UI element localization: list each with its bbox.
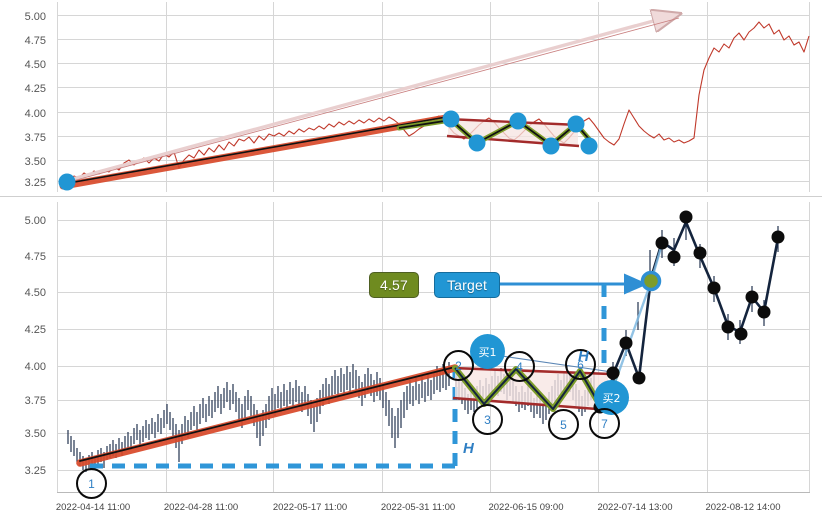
y-tick-upper-6: 3.50: [24, 156, 46, 168]
x-tick-5: 2022-07-14 13:00: [597, 502, 673, 513]
y-tick-lower-3: 4.25: [24, 324, 46, 336]
pivot-label-7[interactable]: 7: [589, 408, 620, 439]
y-tick-lower-2: 4.50: [24, 287, 46, 299]
target-value-badge: 4.57: [369, 272, 419, 298]
upper-gridlines: [57, 2, 810, 192]
y-tick-lower-4: 4.00: [24, 361, 46, 373]
pivot-dot-5: [542, 137, 560, 155]
buy-signal-1[interactable]: 买1: [470, 334, 505, 369]
pivot-label-6[interactable]: 6: [565, 349, 596, 380]
pivot-dot-6: [567, 115, 585, 133]
pivot-dot-1: [58, 173, 76, 191]
x-tick-6: 2022-08-12 14:00: [705, 502, 781, 513]
measure-h-upper: H: [578, 348, 589, 365]
pivot-dot-7: [580, 137, 598, 155]
y-tick-upper-0: 5.00: [24, 11, 46, 23]
y-tick-upper-5: 3.75: [24, 132, 46, 144]
pivot-label-3[interactable]: 3: [472, 404, 503, 435]
y-tick-upper-1: 4.75: [24, 35, 46, 47]
y-tick-upper-4: 4.00: [24, 108, 46, 120]
y-tick-upper-2: 4.50: [24, 59, 46, 71]
target-projection: [500, 270, 662, 372]
lower-trend-line: [76, 364, 459, 467]
x-tick-1: 2022-04-28 11:00: [163, 502, 239, 513]
y-tick-lower-5: 3.75: [24, 395, 46, 407]
y-tick-upper-3: 4.25: [24, 83, 46, 95]
x-tick-0: 2022-04-14 11:00: [55, 502, 131, 513]
pivot-dot-3: [468, 134, 486, 152]
pivot-dot-2: [442, 110, 460, 128]
pivot-label-2[interactable]: 2: [443, 350, 474, 381]
pivot-label-4[interactable]: 4: [504, 351, 535, 382]
upper-pivot-dots: [58, 110, 598, 191]
target-button[interactable]: Target: [434, 272, 500, 298]
upper-projection-arrow: [64, 14, 679, 184]
y-tick-lower-1: 4.75: [24, 251, 46, 263]
y-tick-upper-7: 3.25: [24, 177, 46, 189]
y-tick-lower-6: 3.50: [24, 428, 46, 440]
x-tick-3: 2022-05-31 11:00: [380, 502, 456, 513]
pivot-label-5[interactable]: 5: [548, 409, 579, 440]
x-tick-4: 2022-06-15 09:00: [488, 502, 564, 513]
y-tick-lower-0: 5.00: [24, 215, 46, 227]
pivot-label-1[interactable]: 1: [76, 468, 107, 499]
target-marker-dot: [640, 270, 662, 292]
pivot-dot-4: [509, 112, 527, 130]
lower-swing-line: [603, 220, 780, 409]
x-tick-2: 2022-05-17 11:00: [272, 502, 348, 513]
measure-h-lower: H: [463, 440, 474, 457]
y-tick-lower-7: 3.25: [24, 465, 46, 477]
upper-trend-channel: [59, 113, 456, 190]
upper-price-line: [63, 21, 810, 183]
